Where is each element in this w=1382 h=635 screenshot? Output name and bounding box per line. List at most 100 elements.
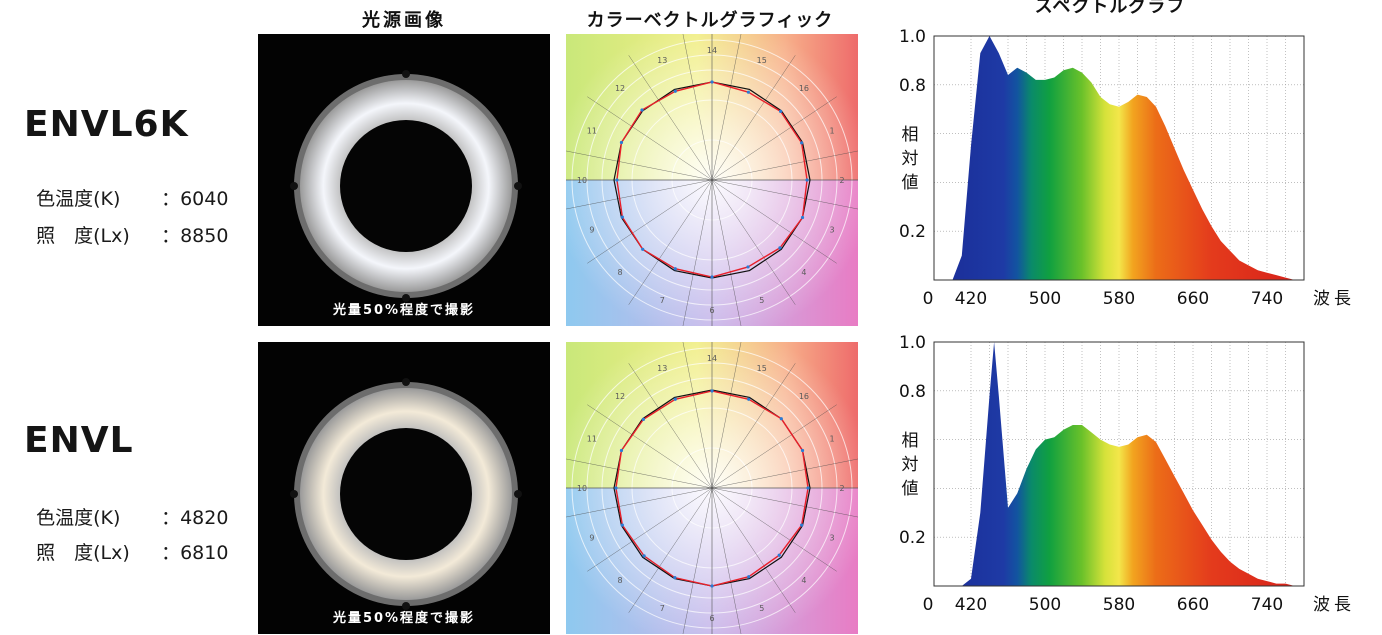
cvg-spoke (711, 179, 858, 210)
x-axis-unit-label: 波長 (1313, 595, 1355, 615)
cvg-vector-point (747, 575, 751, 579)
cvg-vector-point (673, 267, 677, 271)
color-temperature-value: ：6040 (161, 188, 229, 210)
cvg-spoke (566, 487, 713, 518)
cvg-sector-number: 5 (759, 604, 764, 613)
cvg-vector-point (673, 89, 677, 93)
cvg-vector-point (614, 486, 618, 490)
cvg-vector-point (779, 417, 783, 421)
cvg-vector-point (619, 448, 624, 453)
cvg-spoke (587, 404, 713, 489)
cvg-sector-number: 1 (830, 434, 835, 443)
cvg-vector-point (800, 215, 805, 220)
cvg-spoke (628, 487, 713, 613)
y-axis-label-char: 相 (902, 431, 919, 451)
cvg-spoke (587, 96, 713, 181)
header-color-vector-graphic: カラーベクトルグラフィック (586, 10, 834, 31)
cvg-sector-number: 7 (660, 604, 665, 613)
cvg-vector-point (710, 80, 714, 84)
illuminance-value: ：6810 (161, 542, 229, 564)
color-temperature-label: 色温度(K) (36, 188, 121, 210)
ring-hole (340, 120, 472, 252)
cvg-spoke (711, 179, 742, 326)
cvg-sector-number: 15 (757, 364, 767, 373)
cvg-spoke (628, 363, 713, 489)
cvg-spoke (711, 487, 742, 634)
cvg-vector-point (710, 389, 714, 393)
cvg-vector-point (800, 141, 804, 145)
light-source-photo: 光量50%程度で撮影 (258, 34, 550, 326)
illuminance-row: 照 度(Lx) ：6810 (24, 516, 228, 565)
illuminance-row: 照 度(Lx) ：8850 (24, 199, 228, 248)
cvg-vector-point (777, 553, 781, 557)
cvg-spoke (587, 487, 713, 572)
color-temperature-row: 色温度(K) ：4820 (24, 481, 228, 530)
cvg-sector-number: 3 (830, 534, 835, 543)
light-source-photo: 光量50%程度で撮影 (258, 342, 550, 634)
cvg-sector-number: 4 (801, 576, 806, 585)
product-name: ENVL (24, 420, 134, 461)
cvg-spoke (628, 55, 713, 181)
cvg-sector-number: 7 (660, 296, 665, 305)
cvg-vector-point (747, 397, 751, 401)
cvg-sector-number: 8 (618, 268, 623, 277)
color-temperature-value: ：4820 (161, 507, 229, 529)
y-tick-label: 0.2 (899, 528, 926, 548)
x-tick-label: 740 (1251, 289, 1283, 309)
spectrum-chart: 1.0 0.8 0.2 相対値 0 420 500 580 660 740 波長 (899, 28, 1351, 309)
y-tick-label: 0.2 (899, 222, 926, 242)
spectrum-chart: 1.0 0.8 0.2 相対値 0 420 500 580 660 740 波長 (899, 334, 1355, 615)
color-temperature-row: 色温度(K) ：6040 (24, 162, 228, 211)
cvg-sector-number: 15 (757, 56, 767, 65)
photo-caption: 光量50%程度で撮影 (332, 303, 476, 318)
cvg-spoke (682, 487, 713, 634)
x-tick-label: 500 (1029, 289, 1061, 309)
cvg-spoke (682, 342, 713, 489)
cvg-sector-number: 1 (830, 126, 835, 135)
cvg-spoke (711, 487, 796, 613)
cvg-sector-number: 9 (589, 534, 594, 543)
cvg-vector-point (620, 523, 624, 527)
cvg-spoke (682, 179, 713, 326)
x-tick-label: 660 (1177, 289, 1209, 309)
cvg-sector-number: 11 (587, 434, 597, 443)
y-axis-label-char: 値 (902, 479, 919, 499)
cvg-spoke (711, 55, 796, 181)
color-temperature-label: 色温度(K) (36, 507, 121, 529)
cvg-sector-number: 10 (577, 484, 587, 493)
cvg-sector-number: 3 (830, 226, 835, 235)
cvg-sector-number: 4 (801, 268, 806, 277)
cvg-spoke (711, 487, 858, 518)
cvg-vector-point (615, 178, 619, 182)
x-tick-label: 500 (1029, 595, 1061, 615)
cvg-vector-point (673, 576, 677, 580)
cvg-spoke (566, 179, 713, 210)
cvg-vector-point (641, 247, 645, 251)
cvg-spoke (711, 179, 796, 305)
mount-point (290, 490, 298, 498)
cvg-sector-number: 13 (657, 364, 667, 373)
header-spectrum-graph: スペクトルグラフ (1034, 0, 1186, 17)
cvg-vector-point (800, 448, 805, 453)
cvg-vector-point (746, 265, 750, 269)
cvg-vector-point (800, 523, 804, 527)
cvg-spoke (711, 96, 837, 181)
cvg-spoke (711, 363, 796, 489)
cvg-sector-number: 5 (759, 296, 764, 305)
cvg-vector-point (746, 90, 750, 94)
cvg-spoke (566, 458, 713, 489)
cvg-spoke (711, 487, 837, 572)
cvg-spoke (587, 179, 713, 264)
y-tick-label: 0.8 (899, 382, 926, 402)
cvg-spoke (711, 34, 742, 181)
color-vector-graphic: 1 2 3 4 5 6 7 8 9 10 11 12 13 14 15 16 (566, 342, 858, 634)
cvg-vector-point (806, 486, 810, 490)
cvg-vector-point (778, 246, 782, 250)
cvg-spoke (711, 458, 858, 489)
y-tick-label: 0.8 (899, 76, 926, 96)
cvg-vector-point (619, 140, 624, 145)
y-axis-label-char: 相 (902, 125, 919, 145)
cvg-sector-number: 13 (657, 56, 667, 65)
cvg-sector-number: 6 (709, 306, 714, 315)
x-tick-label: 0 (923, 595, 934, 615)
